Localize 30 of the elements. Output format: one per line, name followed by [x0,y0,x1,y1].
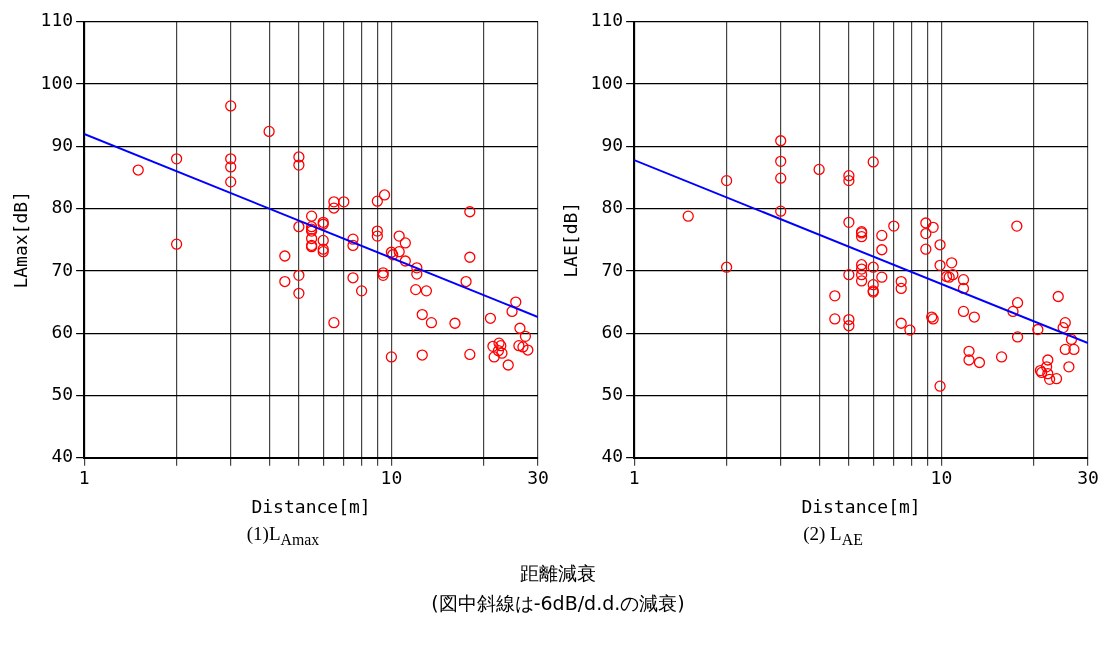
y-tick-label: 40 [601,445,624,467]
y-tick-label: 90 [601,134,624,156]
y-axis-title: LAE[dB] [560,201,582,278]
y-tick-label: 40 [51,445,74,467]
y-tick-label: 110 [40,9,74,31]
x-tick-label: 30 [1077,467,1099,489]
text: (1)L$_{Amax}$ [246,523,320,549]
y-tick-label: 110 [590,9,624,31]
y-tick-label: 60 [601,320,624,342]
y-tick-label: 90 [51,134,74,156]
y-tick-label: 70 [51,258,74,280]
y-tick-label: 60 [51,320,74,342]
x-tick-label: 30 [527,467,549,489]
y-tick-label: 100 [590,71,624,93]
x-tick-label: 10 [380,467,403,489]
x-tick-label: 1 [78,467,90,489]
y-tick-label: 50 [601,383,624,405]
y-tick-label: 80 [601,196,624,218]
x-tick-label: 1 [628,467,640,489]
y-tick-label: 70 [601,258,624,280]
y-axis-title: LAmax[dB] [10,191,32,289]
y-tick-label: 100 [40,71,74,93]
x-tick-label: 10 [930,467,953,489]
text: (2) L$_{AE}$ [803,523,863,549]
text: (図中斜線は-6dB/d.d.の減衰) [430,590,686,616]
y-tick-label: 80 [51,196,74,218]
y-tick-label: 50 [51,383,74,405]
x-axis-title: Distance[m] [801,495,921,517]
text: 距離減衰 [519,560,597,586]
x-axis-title: Distance[m] [251,495,371,517]
